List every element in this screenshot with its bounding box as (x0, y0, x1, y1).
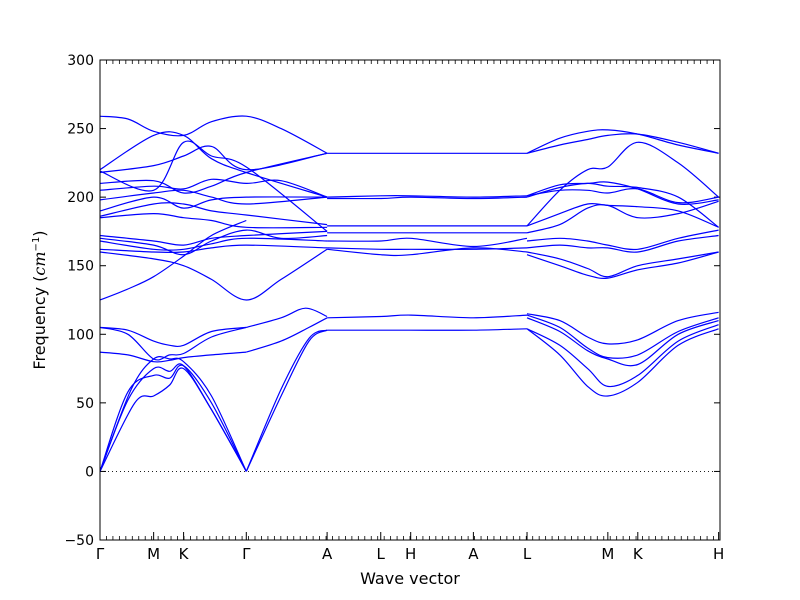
k-point-label: L (523, 545, 532, 563)
phonon-branch-33 (99, 140, 328, 232)
phonon-branch-51 (526, 129, 719, 154)
phonon-branch-27 (99, 189, 328, 205)
phonon-branch-1 (99, 364, 247, 472)
phonon-branch-48 (526, 182, 719, 228)
k-point-label: K (179, 545, 190, 563)
y-tick-label: 0 (85, 464, 94, 480)
y-tick-label: 50 (76, 396, 94, 412)
phonon-branch-14 (526, 324, 719, 388)
x-axis-label: Wave vector (360, 569, 460, 588)
phonon-branch-49 (526, 188, 719, 204)
phonon-branch-20 (99, 244, 328, 254)
series-layer (99, 115, 719, 472)
phonon-branch-44 (526, 234, 719, 253)
y-axis-label-close: ) (30, 230, 49, 236)
phonon-branch-26 (99, 196, 328, 212)
y-tick-label: 200 (67, 190, 94, 206)
y-tick-label: 150 (67, 259, 94, 275)
phonon-branch-4 (99, 326, 247, 348)
y-tick-label: 300 (67, 53, 94, 69)
k-point-label: L (377, 545, 386, 563)
k-point-label: H (405, 545, 416, 563)
phonon-branch-16 (526, 314, 719, 359)
y-tick-labels: −50 0 50 100 150 200 250 300 (64, 53, 94, 549)
k-point-label: M (601, 545, 614, 563)
plot-frame (99, 59, 721, 541)
phonon-branch-9 (246, 317, 328, 353)
phonon-branch-21 (99, 237, 328, 251)
phonon-branch-19 (99, 248, 328, 301)
phonon-branch-13 (526, 328, 719, 397)
y-tick-label: 100 (67, 327, 94, 343)
phonon-branch-10 (246, 307, 328, 328)
phonon-branch-53 (526, 141, 719, 227)
phonon-branch-43 (526, 251, 719, 278)
y-tick-label: 250 (67, 122, 94, 138)
phonon-branch-18 (99, 219, 247, 301)
phonon-branch-17 (526, 311, 719, 345)
phonon-branch-35 (327, 247, 528, 250)
phonon-branch-52 (526, 133, 719, 154)
k-point-label: H (713, 545, 724, 563)
phonon-branch-11 (327, 328, 528, 331)
phonon-branch-36 (327, 237, 528, 248)
phonon-branch-40 (327, 194, 528, 198)
phonon-branch-8 (245, 329, 328, 472)
phonon-branch-45 (526, 229, 719, 251)
k-point-label: Γ (96, 545, 105, 563)
phonon-branch-12 (327, 314, 528, 319)
phonon-branch-6 (99, 351, 247, 363)
phonon-branch-28 (99, 178, 328, 198)
k-point-label: Γ (242, 545, 251, 563)
phonon-branch-31 (99, 131, 328, 198)
phonon-branch-24 (99, 212, 328, 229)
phonon-branch-50 (526, 181, 719, 205)
phonon-branch-23 (99, 230, 328, 246)
phonon-branch-47 (526, 202, 719, 228)
tick-layer (99, 59, 721, 541)
y-axis-label: Frequency (cm−1) (30, 230, 49, 369)
k-point-label: A (322, 545, 333, 563)
phonon-branch-42 (526, 251, 719, 279)
y-tick-label: −50 (64, 533, 94, 549)
y-axis-label-unit: cm (30, 251, 49, 275)
phonon-branch-15 (526, 317, 719, 367)
phonon-branch-39 (327, 196, 528, 200)
phonon-branch-5 (99, 326, 247, 361)
y-axis-label-main: Frequency ( (30, 276, 49, 370)
phonon-branch-3 (99, 367, 247, 472)
y-axis-label-exponent: −1 (31, 237, 42, 252)
phonon-branch-25 (99, 202, 328, 226)
phonon-branch-32 (99, 115, 328, 154)
k-point-label: K (633, 545, 644, 563)
k-point-label: A (468, 545, 479, 563)
phonon-branch-2 (99, 356, 247, 472)
k-point-label: M (147, 545, 160, 563)
phonon-branch-22 (99, 229, 328, 256)
phonon-branch-7 (245, 329, 328, 472)
